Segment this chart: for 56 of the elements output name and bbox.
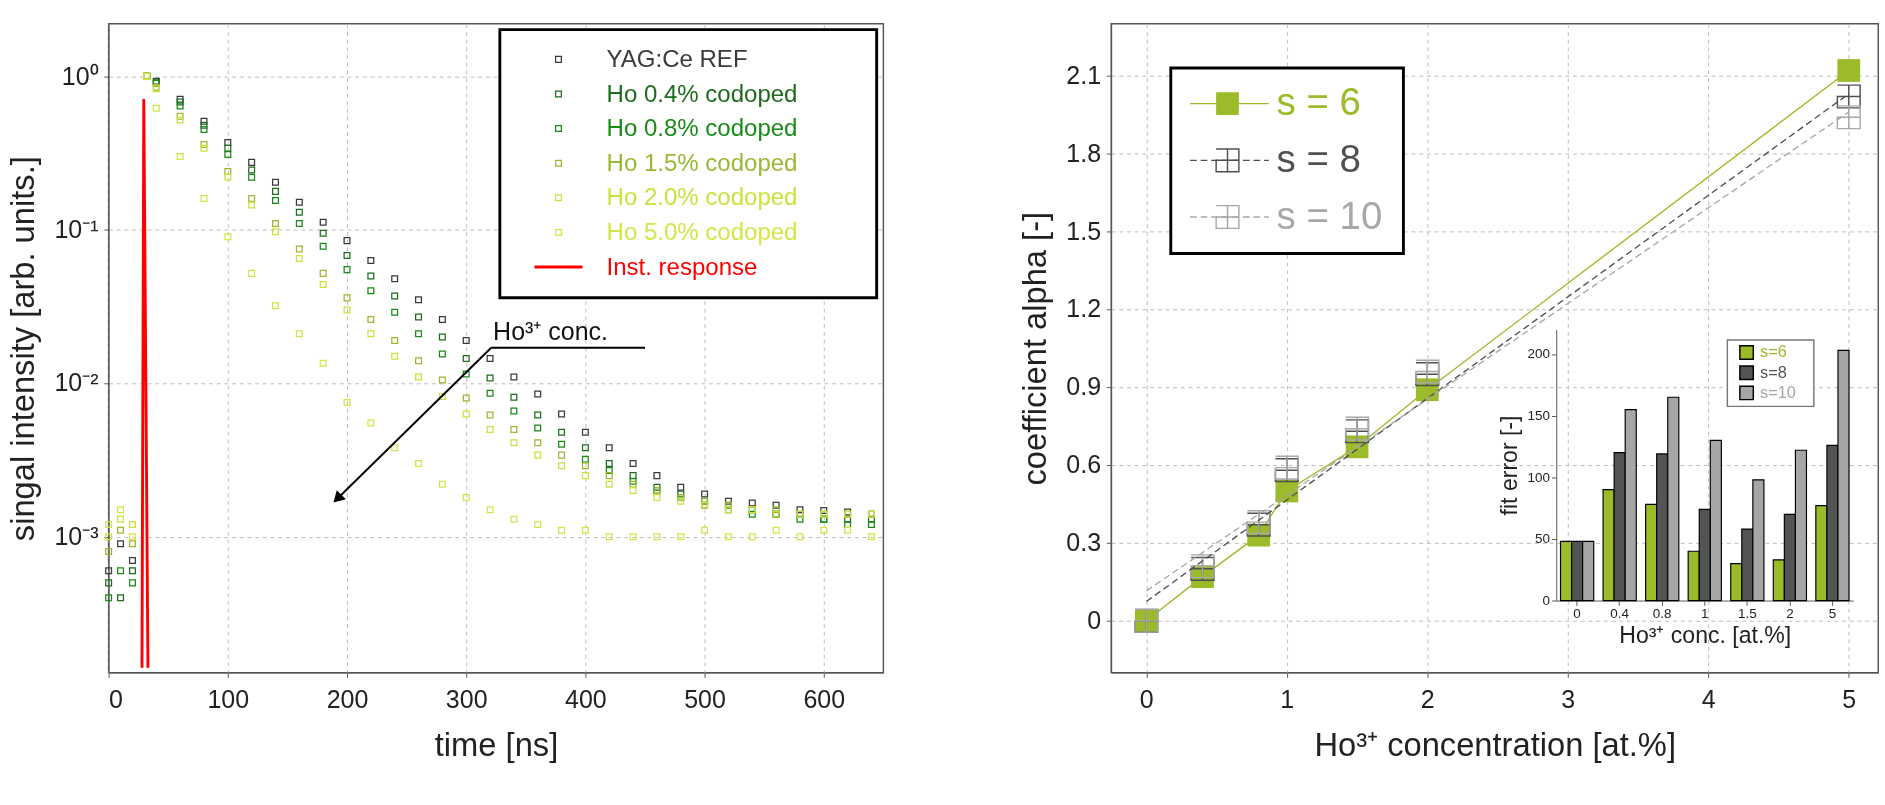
legend-label: Ho 5.0% codoped bbox=[606, 218, 798, 246]
legend-label: s = 8 bbox=[1276, 136, 1361, 180]
y-tick-label: 150 bbox=[1527, 408, 1551, 424]
y-tick-label: 1.2 bbox=[1066, 294, 1102, 323]
y-tick-label: 200 bbox=[1527, 346, 1551, 362]
x-tick-label: 2 bbox=[1786, 606, 1794, 622]
x-tick-label: 1.5 bbox=[1737, 606, 1757, 622]
y-tick-label: 0.9 bbox=[1066, 372, 1102, 401]
y-tick-label: 50 bbox=[1535, 531, 1551, 547]
x-tick-label: 0 bbox=[1573, 606, 1581, 622]
x-tick-label: 0 bbox=[1139, 684, 1154, 713]
y-tick-label: 10⁻¹ bbox=[54, 214, 99, 243]
y-tick-label: 10⁰ bbox=[61, 61, 99, 90]
legend-label: s = 10 bbox=[1276, 193, 1383, 237]
x-tick-label: 3 bbox=[1561, 684, 1576, 713]
y-tick-label: 100 bbox=[1527, 469, 1551, 485]
y-tick-label: 0 bbox=[1542, 592, 1551, 608]
y-tick-label: 0.6 bbox=[1066, 450, 1102, 479]
legend-label: Inst. response bbox=[606, 252, 758, 280]
legend-label: Ho 1.5% codoped bbox=[606, 148, 798, 176]
legend-label: s=8 bbox=[1760, 362, 1787, 381]
legend-label: YAG:Ce REF bbox=[606, 45, 748, 73]
x-tick-label: 0 bbox=[109, 684, 124, 713]
y-tick-label: 1.8 bbox=[1066, 138, 1102, 167]
x-tick-label: 0.4 bbox=[1610, 606, 1630, 622]
x-axis-title: Ho³⁺ conc. [at.%] bbox=[1619, 622, 1792, 649]
legend-label: s = 6 bbox=[1276, 80, 1361, 124]
y-axis-title: singal intensity [arb. units.] bbox=[3, 156, 41, 542]
x-tick-label: 1 bbox=[1701, 606, 1709, 622]
y-tick-label: 10⁻³ bbox=[54, 521, 99, 550]
x-tick-label: 300 bbox=[445, 684, 488, 713]
legend-label: Ho 0.4% codoped bbox=[606, 79, 798, 107]
y-tick-label: 0.3 bbox=[1066, 528, 1102, 557]
y-axis-title: fit error [-] bbox=[1495, 415, 1522, 516]
y-tick-label: 2.1 bbox=[1066, 60, 1102, 89]
annotation: Ho³⁺ conc. bbox=[493, 317, 609, 346]
y-tick-label: 1.5 bbox=[1066, 216, 1102, 245]
legend-label: s=10 bbox=[1760, 382, 1796, 401]
y-axis-title: coefficient alpha [-] bbox=[1016, 211, 1054, 486]
x-axis-title: time [ns] bbox=[434, 725, 559, 763]
x-axis-title: Ho³⁺ concentration [at.%] bbox=[1314, 725, 1676, 763]
x-tick-label: 200 bbox=[326, 684, 369, 713]
x-tick-label: 600 bbox=[803, 684, 846, 713]
legend-label: Ho 2.0% codoped bbox=[606, 183, 798, 211]
x-tick-label: 100 bbox=[207, 684, 250, 713]
x-tick-label: 0.8 bbox=[1652, 606, 1672, 622]
x-tick-label: 1 bbox=[1280, 684, 1295, 713]
y-tick-label: 10⁻² bbox=[54, 368, 99, 397]
x-tick-label: 400 bbox=[565, 684, 607, 713]
x-tick-label: 5 bbox=[1828, 606, 1837, 622]
x-tick-label: 5 bbox=[1842, 684, 1857, 713]
x-tick-label: 500 bbox=[684, 684, 726, 713]
x-tick-label: 4 bbox=[1701, 684, 1716, 713]
legend-label: s=6 bbox=[1760, 342, 1787, 361]
x-tick-label: 2 bbox=[1420, 684, 1435, 713]
legend-label: Ho 0.8% codoped bbox=[606, 114, 798, 142]
